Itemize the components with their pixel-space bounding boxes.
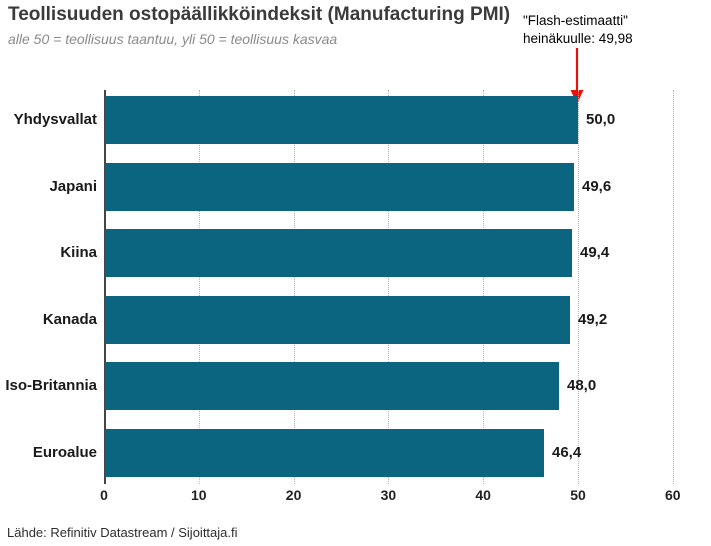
chart-subtitle: alle 50 = teollisuus taantuu, yli 50 = t… [8,31,338,47]
category-label: Kiina [60,244,97,261]
bar [105,296,570,344]
category-label: Euroalue [32,444,97,461]
bar [105,429,544,477]
category-label: Japani [49,178,97,195]
bar [105,96,578,144]
value-label: 50,0 [586,111,616,128]
annotation-line1: "Flash-estimaatti" [523,13,628,28]
category-label: Yhdysvallat [13,111,97,128]
y-axis-line [104,90,106,484]
value-label: 46,4 [552,444,582,461]
value-label: 49,6 [582,178,612,195]
bar [105,163,574,211]
x-axis-tick-label: 40 [475,487,491,503]
gridline [198,90,200,484]
x-axis-tick-label: 0 [100,487,108,503]
annotation-line2: heinäkuulle: 49,98 [523,31,633,46]
source-text: Lähde: Refinitiv Datastream / Sijoittaja… [7,525,238,540]
value-label: 49,2 [578,311,608,328]
gridline [672,90,674,484]
gridline [578,90,579,484]
gridline [388,90,390,484]
flash-estimate-annotation: "Flash-estimaatti" heinäkuulle: 49,98 [523,12,633,48]
chart-title: Teollisuuden ostopäällikköindeksit (Manu… [8,4,511,25]
x-axis-tick-label: 20 [285,487,302,503]
x-axis-tick-label: 10 [191,487,207,503]
value-label: 49,4 [580,244,610,261]
bar [105,362,559,410]
gridline [483,90,485,484]
bar [105,229,572,277]
x-axis-tick-label: 60 [665,487,681,503]
category-label: Iso-Britannia [5,377,97,394]
gridline [293,90,295,484]
x-axis-tick-label: 30 [380,487,397,503]
category-label: Kanada [42,311,97,328]
x-axis-tick-label: 50 [570,487,586,503]
value-label: 48,0 [567,377,597,394]
